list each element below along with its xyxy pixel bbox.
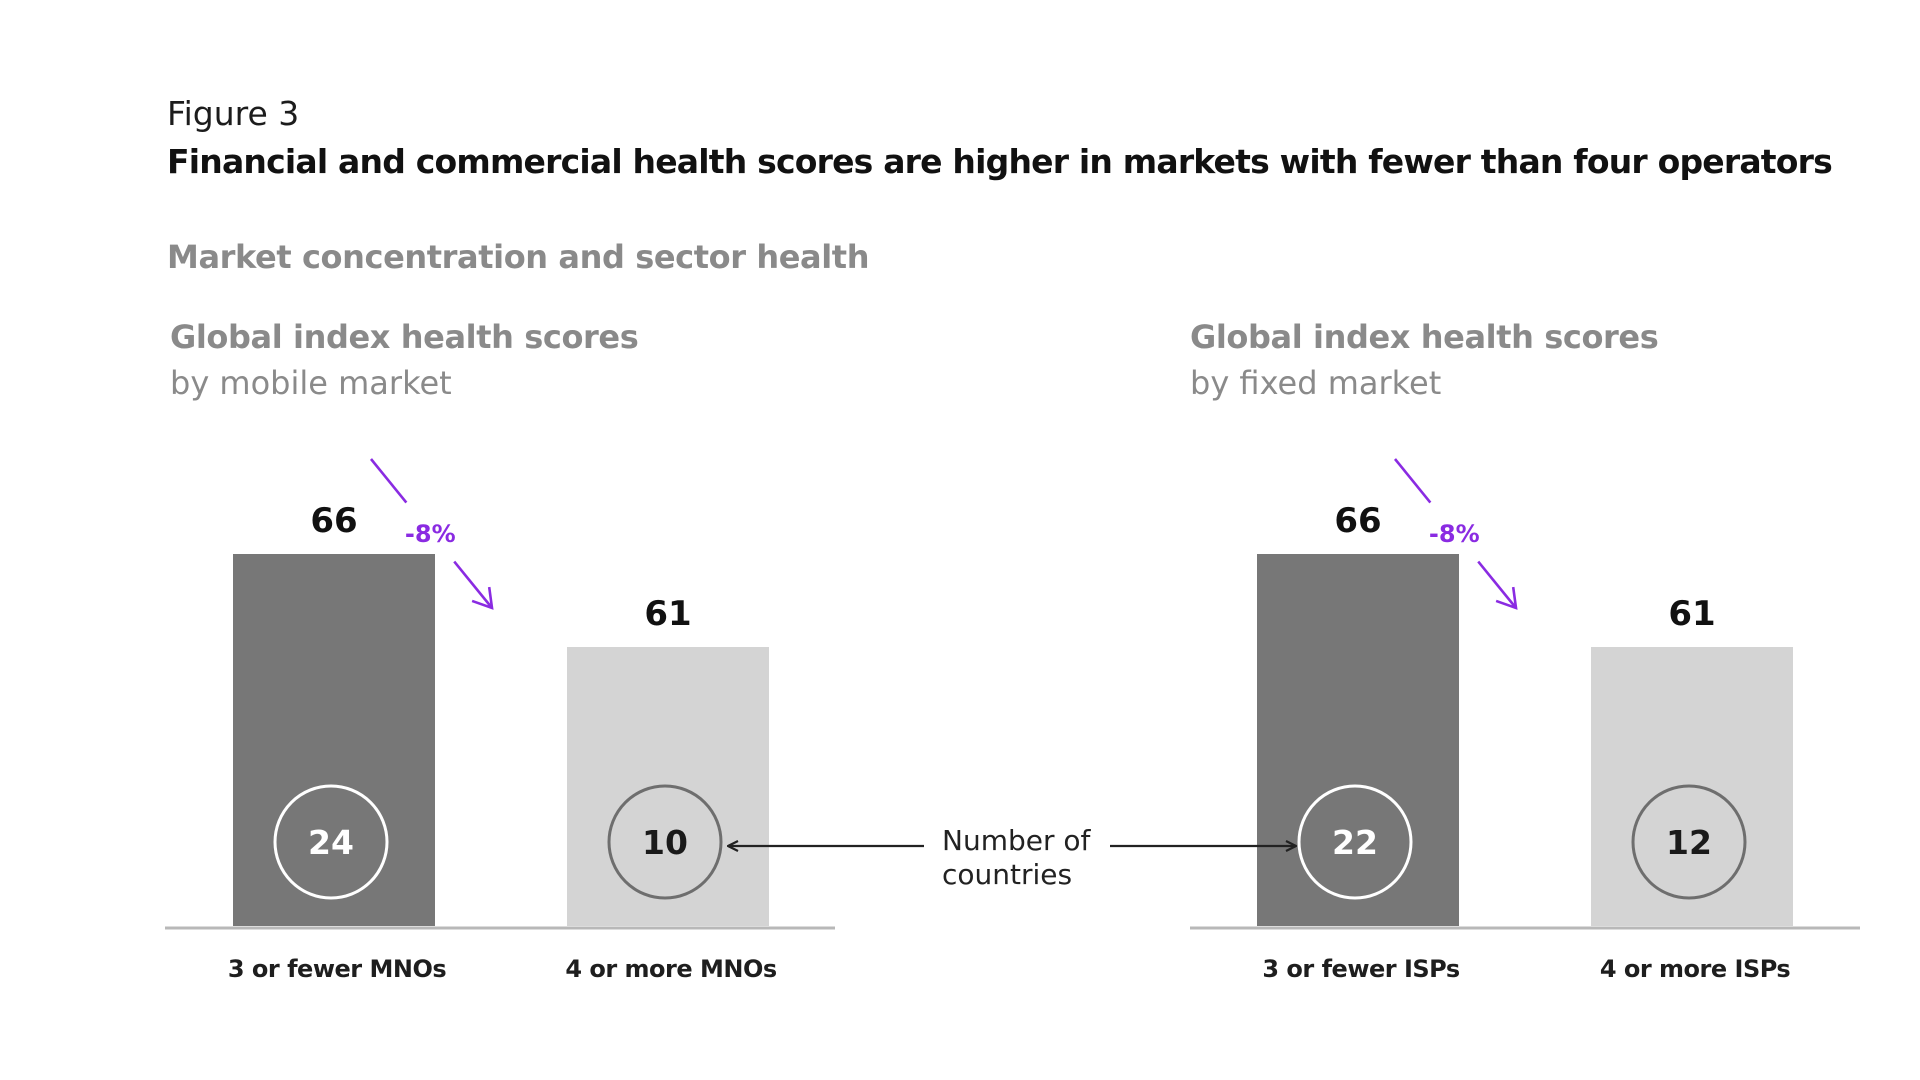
mobile-panel-subtitle: by mobile market	[170, 364, 452, 402]
fixed-value-label-3-or-fewer-isps: 66	[1334, 501, 1381, 541]
mobile-panel-title: Global index health scores	[170, 318, 639, 356]
annotation-line-1: Number of	[942, 824, 1092, 857]
fixed-panel-title: Global index health scores	[1190, 318, 1659, 356]
figure-label: Figure 3	[167, 94, 300, 133]
fixed-change-arrow-head	[1495, 586, 1518, 610]
fixed-panel-subtitle: by fixed market	[1190, 364, 1442, 402]
section-title: Market concentration and sector health	[167, 238, 870, 276]
countries-annotation: Number of countries	[728, 824, 1296, 891]
mobile-value-label-4-or-more-mnos: 61	[644, 594, 691, 634]
annotation-line-2: countries	[942, 858, 1072, 891]
mobile-category-label-3-or-fewer-mnos: 3 or fewer MNOs	[228, 955, 446, 983]
fixed-change-arrow-end	[1477, 560, 1518, 609]
mobile-category-label-4-or-more-mnos: 4 or more MNOs	[565, 955, 777, 983]
fixed-change-arrow-start	[1393, 458, 1432, 504]
mobile-bar-3-or-fewer-mnos	[233, 554, 435, 926]
fixed-countries-count-3-or-fewer-isps: 22	[1332, 823, 1378, 862]
mobile-countries-circle-4-or-more-mnos	[607, 784, 723, 900]
mobile-change-arrow-head	[471, 586, 494, 610]
fixed-countries-circle-3-or-fewer-isps	[1297, 784, 1413, 900]
fixed-category-label-3-or-fewer-isps: 3 or fewer ISPs	[1262, 955, 1459, 983]
mobile-change-arrow-end	[453, 560, 494, 609]
fixed-value-label-4-or-more-isps: 61	[1668, 594, 1715, 634]
mobile-change-arrow-start	[369, 458, 408, 504]
mobile-countries-count-3-or-fewer-mnos: 24	[308, 823, 354, 862]
fixed-category-label-4-or-more-isps: 4 or more ISPs	[1600, 955, 1791, 983]
fixed-countries-circle-4-or-more-isps	[1631, 784, 1747, 900]
mobile-countries-circle-3-or-fewer-mnos	[273, 784, 389, 900]
mobile-change-label: -8%	[405, 520, 456, 548]
fixed-change-label: -8%	[1429, 520, 1480, 548]
mobile-value-label-3-or-fewer-mnos: 66	[310, 501, 357, 541]
fixed-bar-3-or-fewer-isps	[1257, 554, 1459, 926]
fixed-countries-count-4-or-more-isps: 12	[1666, 823, 1712, 862]
figure-title: Financial and commercial health scores a…	[167, 142, 1833, 181]
mobile-countries-count-4-or-more-mnos: 10	[642, 823, 688, 862]
